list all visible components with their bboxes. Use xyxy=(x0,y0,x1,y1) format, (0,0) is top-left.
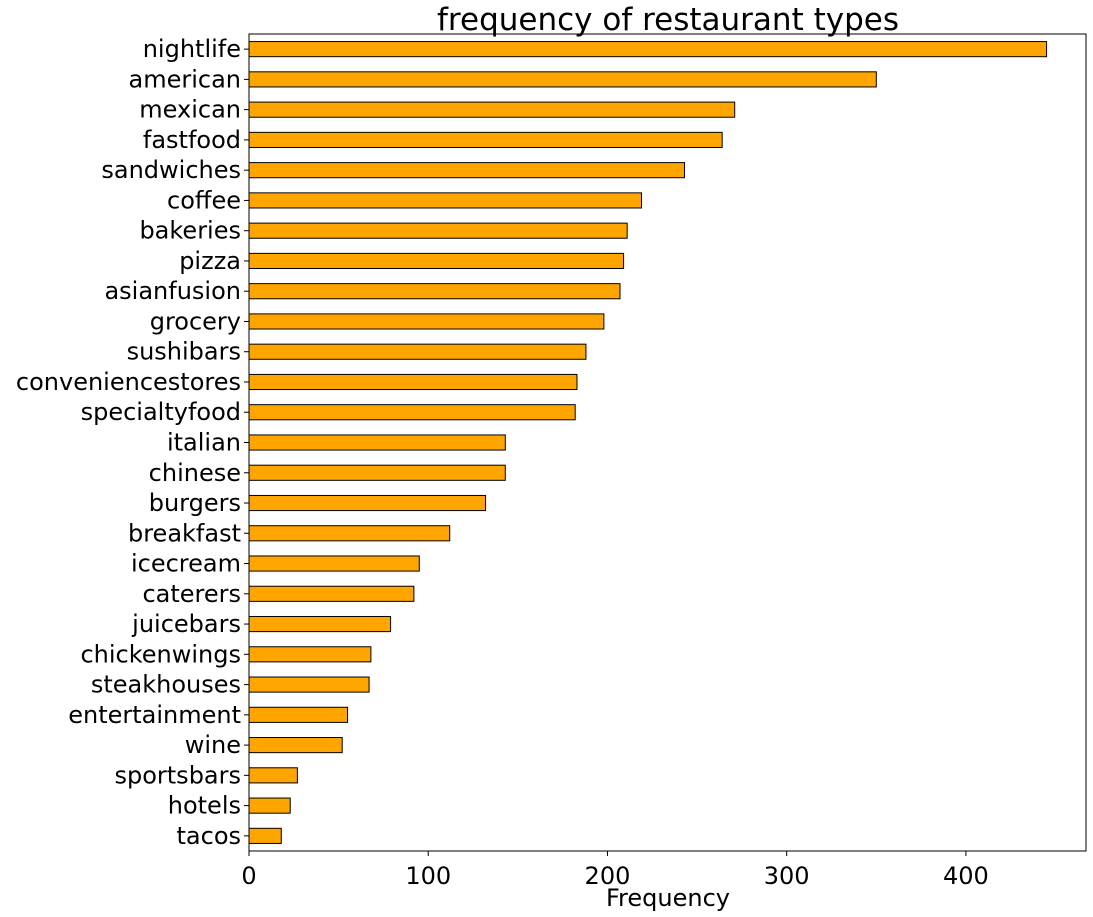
category-label-asianfusion: asianfusion xyxy=(104,277,241,305)
bars-group xyxy=(248,41,1048,844)
category-label-breakfast: breakfast xyxy=(128,519,241,547)
bar-icecream xyxy=(248,555,420,572)
category-label-coffee: coffee xyxy=(167,186,241,214)
category-label-entertainment: entertainment xyxy=(68,701,241,729)
category-label-tacos: tacos xyxy=(177,822,242,850)
category-label-juicebars: juicebars xyxy=(131,610,241,638)
bar-juicebars xyxy=(248,615,392,633)
category-label-caterers: caterers xyxy=(142,580,241,608)
bar-chinese xyxy=(248,464,506,481)
bar-pizza xyxy=(248,252,625,270)
x-tick-label: 100 xyxy=(405,862,451,890)
category-label-steakhouses: steakhouses xyxy=(91,671,241,699)
bar-italian xyxy=(248,434,506,451)
category-label-pizza: pizza xyxy=(179,247,241,275)
plot-frame xyxy=(248,33,1087,852)
x-tick-label: 200 xyxy=(585,862,631,890)
bar-grocery xyxy=(248,313,605,330)
category-label-conveniencestores: conveniencestores xyxy=(16,368,241,396)
category-label-american: american xyxy=(129,65,242,93)
chart-title: frequency of restaurant types xyxy=(437,2,899,38)
x-tick-label: 300 xyxy=(764,862,810,890)
category-label-sushibars: sushibars xyxy=(127,338,241,366)
x-tick-label: 400 xyxy=(943,862,989,890)
bar-tacos xyxy=(248,827,282,844)
category-label-mexican: mexican xyxy=(139,96,241,124)
category-label-nightlife: nightlife xyxy=(143,35,241,63)
x-axis-label: Frequency xyxy=(606,884,730,912)
bar-fastfood xyxy=(248,131,723,148)
bar-american xyxy=(248,71,877,88)
bar-nightlife xyxy=(248,41,1048,58)
category-label-hotels: hotels xyxy=(168,792,241,820)
x-axis-ticks: 0 100 200 300 400 xyxy=(241,851,989,890)
category-label-fastfood: fastfood xyxy=(143,126,241,154)
bar-asianfusion xyxy=(248,283,621,300)
bar-burgers xyxy=(248,494,487,512)
bar-specialtyfood xyxy=(248,404,576,421)
x-tick-label: 0 xyxy=(241,862,256,890)
bar-mexican xyxy=(248,101,736,118)
category-label-italian: italian xyxy=(167,429,241,457)
category-label-burgers: burgers xyxy=(149,489,241,517)
category-label-sportsbars: sportsbars xyxy=(114,761,241,789)
bar-conveniencestores xyxy=(248,373,578,391)
bar-sushibars xyxy=(248,343,587,360)
bar-sandwiches xyxy=(248,162,686,179)
bar-wine xyxy=(248,737,343,754)
bar-steakhouses xyxy=(248,676,370,693)
category-label-grocery: grocery xyxy=(150,307,241,335)
category-label-sandwiches: sandwiches xyxy=(101,156,241,184)
bar-caterers xyxy=(248,585,415,602)
category-label-wine: wine xyxy=(185,731,241,759)
category-label-chickenwings: chickenwings xyxy=(80,640,241,668)
bar-sportsbars xyxy=(248,767,298,784)
bar-breakfast xyxy=(248,525,451,542)
category-label-chinese: chinese xyxy=(149,459,241,487)
bar-entertainment xyxy=(248,706,349,723)
bar-chickenwings xyxy=(248,646,372,663)
category-label-specialtyfood: specialtyfood xyxy=(81,398,241,426)
bar-coffee xyxy=(248,192,643,209)
bar-bakeries xyxy=(248,222,628,239)
category-label-icecream: icecream xyxy=(131,550,241,578)
category-label-bakeries: bakeries xyxy=(139,217,241,245)
bar-hotels xyxy=(248,797,291,814)
